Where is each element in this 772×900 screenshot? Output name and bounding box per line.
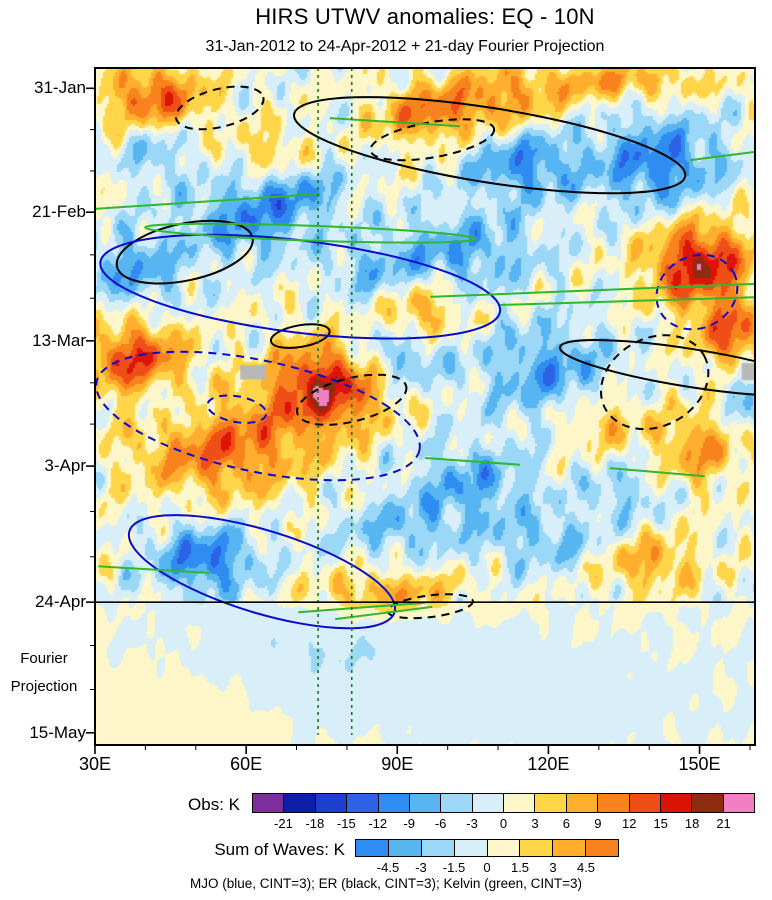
colorbar-tick-label: -3	[415, 860, 427, 875]
y-tick-label: 24-Apr	[34, 592, 86, 612]
chart-title: HIRS UTWV anomalies: EQ - 10N	[255, 4, 595, 29]
x-tick-label: 120E	[527, 754, 570, 774]
colorbar-segment	[387, 840, 421, 856]
colorbar-tick-label: 6	[562, 816, 570, 831]
y-tick-label: 21-Feb	[32, 202, 86, 222]
colorbar-segment	[503, 794, 535, 812]
colorbar-tick-label: 9	[594, 816, 602, 831]
colorbar-segment	[440, 794, 472, 812]
colorbar-segment	[453, 840, 487, 856]
colorbar-segment	[585, 840, 618, 856]
colorbar-tick-label: 21	[716, 816, 731, 831]
colorbar-segment	[597, 794, 629, 812]
legend-caption: MJO (blue, CINT=3); ER (black, CINT=3); …	[190, 876, 582, 891]
x-tick-label: 30E	[78, 754, 112, 774]
y-tick-label: 15-May	[29, 722, 86, 742]
chart-subtitle: 31-Jan-2012 to 24-Apr-2012 + 21-day Four…	[205, 38, 605, 55]
colorbar-tick-label: -4.5	[376, 860, 400, 875]
colorbar-tick-label: -6	[434, 816, 447, 831]
anomaly-field-canvas	[95, 68, 755, 745]
colorbar-segment	[691, 794, 723, 812]
colorbar-tick-label: -12	[368, 816, 388, 831]
colorbar-tick-label: 0	[499, 816, 508, 831]
colorbar-segment	[346, 794, 378, 812]
colorbar-tick-label: 4.5	[576, 860, 596, 875]
x-tick-label: 60E	[230, 754, 263, 774]
waves-colorbar-label: Sum of Waves: K	[214, 840, 345, 859]
colorbar-segment	[722, 794, 754, 812]
colorbar-tick-label: 3	[549, 860, 557, 875]
obs-colorbar-label: Obs: K	[188, 795, 240, 814]
colorbar-segment	[420, 840, 454, 856]
colorbar-tick-label: -21	[274, 816, 293, 831]
colorbar-segment	[253, 794, 284, 812]
colorbar-tick-label: -1.5	[442, 860, 466, 875]
x-tick-label: 150E	[678, 754, 721, 774]
colorbar-tick-label: 0	[483, 860, 491, 875]
colorbar-segment	[565, 794, 598, 812]
colorbar-segment	[377, 794, 409, 812]
colorbar-tick-label: 1.5	[510, 860, 530, 875]
colorbar-tick-label: -9	[403, 816, 415, 831]
colorbar-segment	[356, 840, 388, 856]
colorbar-segment	[283, 794, 315, 812]
colorbar-tick-label: 12	[622, 816, 637, 831]
colorbar-segment	[471, 794, 503, 812]
colorbar-segment	[519, 840, 553, 856]
waves-colorbar	[355, 839, 619, 857]
colorbar-segment	[628, 794, 660, 812]
projection-label-line1: Fourier	[20, 650, 68, 667]
colorbar-segment	[552, 840, 586, 856]
colorbar-segment	[659, 794, 692, 812]
projection-label-line2: Projection	[10, 678, 78, 695]
colorbar-segment	[408, 794, 441, 812]
colorbar-segment	[534, 794, 566, 812]
colorbar-segment	[486, 840, 520, 856]
colorbar-tick-label: 15	[653, 816, 668, 831]
colorbar-segment	[314, 794, 347, 812]
colorbar-tick-label: 3	[531, 816, 539, 831]
colorbar-tick-label: -3	[466, 816, 478, 831]
obs-colorbar	[252, 793, 755, 813]
colorbar-tick-label: 18	[684, 816, 700, 831]
colorbar-tick-label: -15	[336, 816, 356, 831]
y-tick-label: 13-Mar	[32, 330, 86, 350]
y-tick-label: 31-Jan	[34, 78, 86, 98]
x-tick-label: 90E	[381, 754, 414, 774]
y-tick-label: 3-Apr	[44, 456, 86, 476]
colorbar-tick-label: -18	[305, 816, 325, 831]
